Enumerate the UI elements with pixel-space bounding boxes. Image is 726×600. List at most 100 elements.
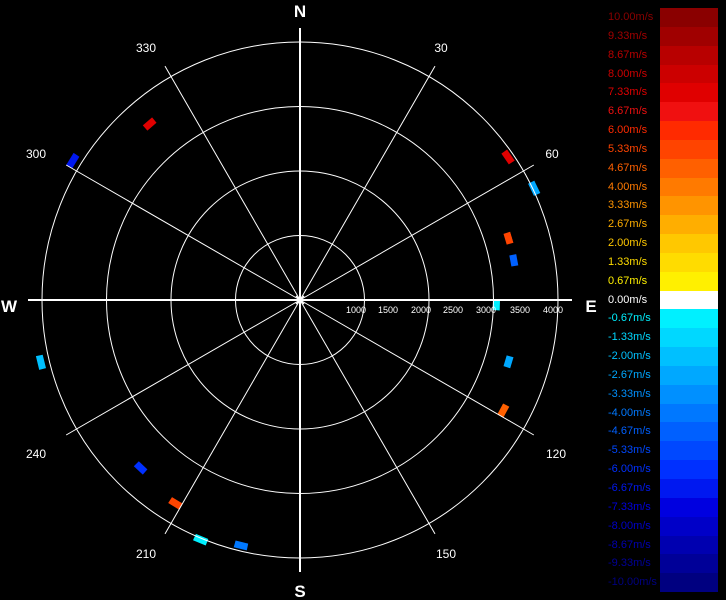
- velocity-cell: [201, 74, 216, 86]
- velocity-cell: [134, 207, 145, 219]
- velocity-cell: [314, 249, 319, 258]
- velocity-cell: [287, 351, 292, 360]
- velocity-cell: [421, 503, 436, 516]
- legend-swatch: [660, 121, 718, 140]
- velocity-cell: [140, 340, 150, 351]
- velocity-cell: [266, 335, 273, 343]
- velocity-cell: [287, 330, 292, 338]
- velocity-cell: [237, 415, 248, 426]
- velocity-cell: [282, 294, 290, 298]
- velocity-cell: [178, 461, 192, 474]
- velocity-cell: [289, 308, 294, 316]
- velocity-cell: [224, 227, 233, 237]
- velocity-cell: [332, 348, 340, 357]
- velocity-cell: [307, 316, 312, 323]
- velocity-cell: [160, 408, 173, 420]
- velocity-cell: [401, 193, 413, 204]
- velocity-cell: [322, 321, 329, 328]
- legend-swatch: [660, 460, 718, 479]
- velocity-cell: [266, 240, 273, 248]
- velocity-cell: [390, 341, 400, 350]
- velocity-cell: [307, 450, 317, 458]
- velocity-cell: [393, 363, 404, 373]
- velocity-cell: [371, 153, 383, 164]
- velocity-cell: [196, 422, 208, 434]
- velocity-cell: [296, 324, 299, 332]
- velocity-cell: [206, 313, 214, 320]
- velocity-cell: [191, 294, 199, 300]
- velocity-cell: [373, 295, 381, 300]
- legend-label: 6.00m/s: [608, 124, 648, 137]
- velocity-cell: [420, 108, 434, 122]
- velocity-cell: [308, 212, 314, 220]
- velocity-cell: [149, 364, 160, 375]
- velocity-cell: [330, 234, 337, 242]
- velocity-cell: [300, 401, 306, 409]
- velocity-cell: [300, 317, 303, 325]
- velocity-cell: [142, 275, 151, 285]
- velocity-cell: [249, 61, 264, 71]
- velocity-cell: [306, 330, 311, 339]
- velocity-cell: [306, 429, 315, 437]
- velocity-cell: [313, 44, 327, 53]
- velocity-cell: [478, 206, 490, 219]
- velocity-cell: [476, 318, 485, 330]
- velocity-cell: [320, 252, 327, 261]
- azimuth-spoke: [299, 299, 436, 535]
- velocity-cell: [456, 138, 470, 153]
- velocity-cell: [312, 312, 319, 318]
- velocity-cell: [229, 337, 238, 345]
- velocity-cell: [408, 300, 416, 307]
- velocity-cell: [295, 338, 298, 346]
- velocity-cell: [473, 357, 484, 370]
- velocity-cell: [293, 303, 298, 309]
- velocity-cell: [257, 266, 265, 273]
- velocity-cell: [426, 419, 439, 432]
- velocity-cell: [240, 327, 248, 334]
- velocity-cell: [199, 354, 209, 364]
- velocity-cell: [308, 464, 318, 472]
- velocity-cell: [208, 270, 217, 278]
- velocity-cell: [459, 215, 470, 228]
- velocity-cell: [249, 140, 260, 150]
- velocity-cell: [196, 242, 206, 251]
- velocity-cell: [316, 276, 323, 283]
- velocity-cell: [282, 191, 290, 200]
- velocity-cell: [293, 415, 300, 423]
- velocity-cell: [308, 457, 318, 465]
- velocity-cell: [332, 138, 343, 148]
- velocity-cell: [257, 167, 267, 177]
- velocity-cell: [208, 377, 218, 387]
- velocity-cell: [322, 405, 330, 414]
- velocity-cell: [352, 415, 363, 426]
- velocity-cell: [302, 324, 305, 332]
- velocity-cell: [421, 173, 433, 185]
- velocity-cell: [387, 295, 395, 300]
- velocity-cell: [208, 322, 217, 330]
- velocity-cell: [208, 387, 218, 397]
- velocity-cell: [234, 422, 245, 432]
- velocity-cell: [305, 268, 309, 276]
- velocity-cell: [381, 368, 391, 378]
- velocity-cell: [255, 335, 263, 343]
- velocity-cell: [98, 199, 110, 213]
- velocity-cell: [396, 208, 407, 219]
- velocity-cell: [295, 212, 300, 220]
- velocity-cell: [235, 373, 245, 383]
- velocity-cell: [269, 230, 276, 239]
- velocity-cell: [372, 311, 380, 317]
- velocity-cell: [376, 401, 387, 411]
- velocity-cell: [349, 425, 359, 435]
- velocity-cell: [321, 282, 328, 288]
- velocity-cell: [264, 313, 272, 318]
- velocity-cell: [224, 267, 233, 274]
- velocity-cell: [244, 211, 253, 221]
- velocity-cell: [335, 346, 343, 355]
- velocity-cell: [349, 278, 358, 284]
- velocity-cell: [317, 293, 325, 297]
- velocity-cell: [391, 273, 400, 281]
- velocity-cell: [289, 359, 294, 367]
- velocity-cell: [203, 198, 213, 209]
- velocity-cell: [264, 269, 271, 276]
- velocity-cell: [256, 354, 264, 363]
